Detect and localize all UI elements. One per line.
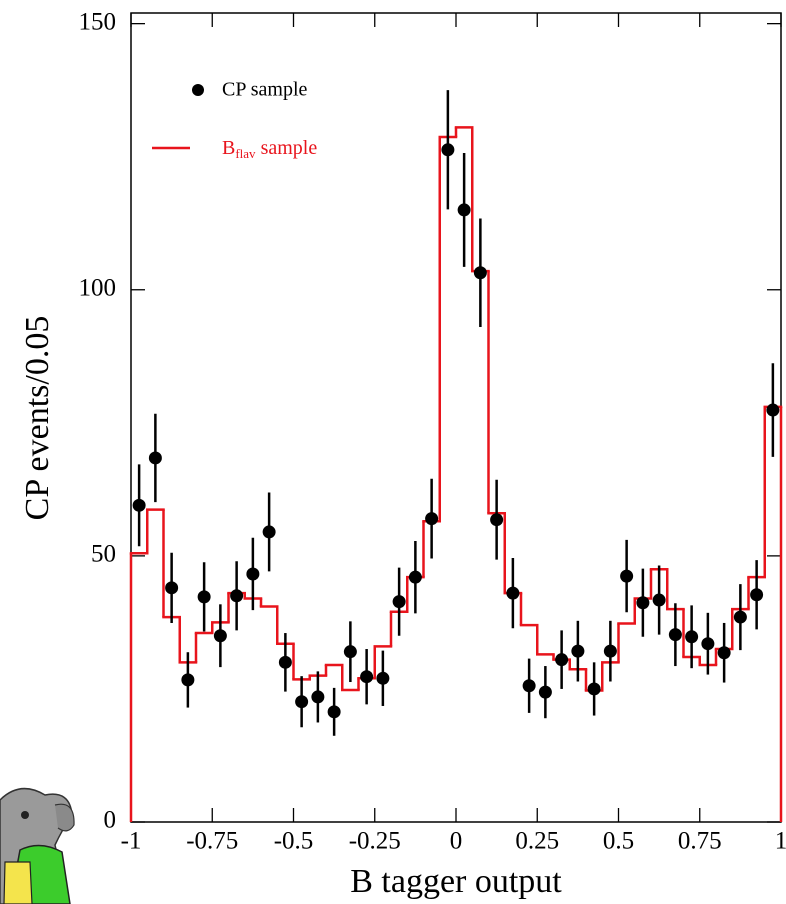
legend-label-base: B [222, 137, 235, 159]
data-point [457, 203, 471, 217]
data-point [441, 143, 455, 157]
legend-label-subscript: flav [235, 146, 256, 161]
data-point [425, 512, 439, 526]
data-point [376, 671, 390, 685]
data-point [246, 567, 260, 581]
legend-label-rest: sample [261, 137, 318, 159]
x-axis-title: B tagger output [350, 863, 562, 900]
data-point [506, 586, 520, 600]
x-tick-label: -0.75 [186, 828, 238, 855]
data-point [538, 685, 552, 699]
data-point [733, 610, 747, 624]
data-point [327, 705, 341, 719]
data-point [766, 403, 780, 417]
x-tick-label: 0.5 [603, 828, 634, 855]
data-point [750, 588, 764, 602]
legend-label: Bflav sample [222, 137, 317, 161]
x-tick-label: -0.5 [274, 828, 314, 855]
data-point [132, 498, 146, 512]
x-tick-label: -0.25 [349, 828, 401, 855]
data-point [587, 682, 601, 696]
data-point [165, 581, 179, 595]
data-point [278, 655, 292, 669]
y-tick-label: 0 [104, 807, 117, 834]
mascot [0, 787, 75, 904]
data-point [360, 670, 374, 684]
data-point [620, 569, 634, 583]
data-point [490, 513, 504, 527]
x-tick-label: 1 [775, 828, 786, 855]
legend: CP sample Bflav sample [152, 79, 317, 161]
data-point [571, 644, 585, 658]
data-point [717, 646, 731, 660]
data-point [652, 593, 666, 607]
data-point [636, 596, 650, 610]
data-point [343, 645, 357, 659]
data-point [181, 673, 195, 687]
data-point [603, 644, 617, 658]
data-point [701, 637, 715, 651]
data-point [295, 695, 309, 709]
x-tick-label: 0.75 [678, 828, 722, 855]
data-point [522, 679, 536, 693]
data-point [408, 570, 422, 584]
data-point [311, 690, 325, 704]
legend-label: CP sample [222, 79, 307, 101]
y-tick-label: 50 [91, 541, 116, 568]
data-point [392, 595, 406, 609]
y-tick-label: 100 [79, 274, 117, 301]
y-tick-label: 150 [79, 8, 117, 35]
data-point [262, 525, 276, 539]
data-point [148, 451, 162, 465]
x-tick-label: 0 [450, 828, 463, 855]
data-point [230, 589, 244, 603]
data-point [555, 653, 569, 667]
data-point [685, 630, 699, 644]
y-axis-title: CP events/0.05 [19, 316, 56, 521]
data-point [473, 266, 487, 280]
data-point [668, 628, 682, 642]
x-tick-label: -1 [121, 828, 142, 855]
data-point [197, 590, 211, 604]
data-point [213, 629, 227, 643]
x-tick-label: 0.25 [515, 828, 559, 855]
legend-marker [192, 84, 204, 96]
